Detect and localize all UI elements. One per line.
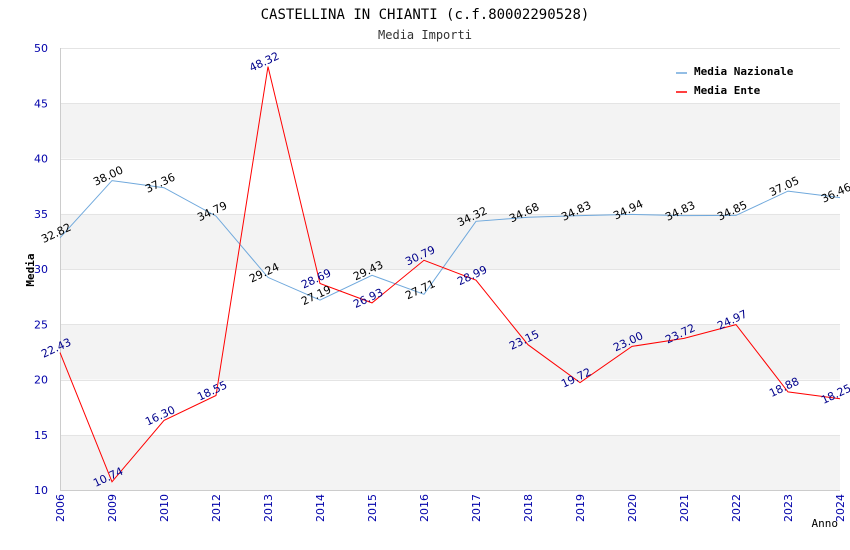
legend-label-ente: Media Ente [694,84,761,97]
x-tick-label: 2022 [730,494,743,522]
x-tick-label: 2009 [106,494,119,522]
y-tick-label: 15 [34,429,48,442]
x-tick-label: 2015 [366,494,379,522]
y-tick-label: 20 [34,374,48,387]
plot-band [60,324,840,380]
plot-band [60,158,840,214]
y-tick-label: 50 [34,42,48,55]
legend: Media Nazionale Media Ente [670,60,809,101]
y-tick-label: 40 [34,153,48,166]
legend-label-nazionale: Media Nazionale [694,65,794,78]
plot-band [60,434,840,490]
y-tick-label: 45 [34,97,48,110]
y-tick-label: 10 [34,484,48,497]
y-axis-label: Media [24,253,37,286]
x-tick-label: 2013 [262,494,275,522]
x-tick-label: 2021 [678,494,691,522]
plot-band [60,103,840,159]
chart-title: CASTELLINA IN CHIANTI (c.f.80002290528) [261,7,590,23]
y-tick-labels: 10 15 20 25 30 35 40 45 50 [34,42,48,497]
x-tick-label: 2018 [522,494,535,522]
x-tick-labels: 2006 2009 2010 2012 2013 2014 2015 2016 2017 2018… [54,494,847,522]
x-tick-label: 2024 [834,494,847,522]
plot-band [60,379,840,435]
y-tick-label: 25 [34,318,48,331]
x-tick-label: 2020 [626,494,639,522]
x-tick-label: 2023 [782,494,795,522]
x-axis-label: Anno [812,517,839,530]
series-line-media-nazionale [59,180,841,301]
series-line-media-ente [59,66,841,483]
series-lines [59,66,841,483]
x-tick-label: 2010 [158,494,171,522]
x-tick-label: 2006 [54,494,67,522]
chart-subtitle: Media Importi [378,28,472,42]
x-tick-label: 2019 [574,494,587,522]
x-tick-label: 2016 [418,494,431,522]
plot-band [60,213,840,269]
x-tick-label: 2012 [210,494,223,522]
y-tick-label: 35 [34,208,48,221]
legend-box [670,60,809,101]
x-tick-label: 2017 [470,494,483,522]
y-tick-label: 30 [34,263,48,276]
plot-band [60,269,840,325]
plot-bands [60,48,840,490]
x-tick-label: 2014 [314,494,327,522]
